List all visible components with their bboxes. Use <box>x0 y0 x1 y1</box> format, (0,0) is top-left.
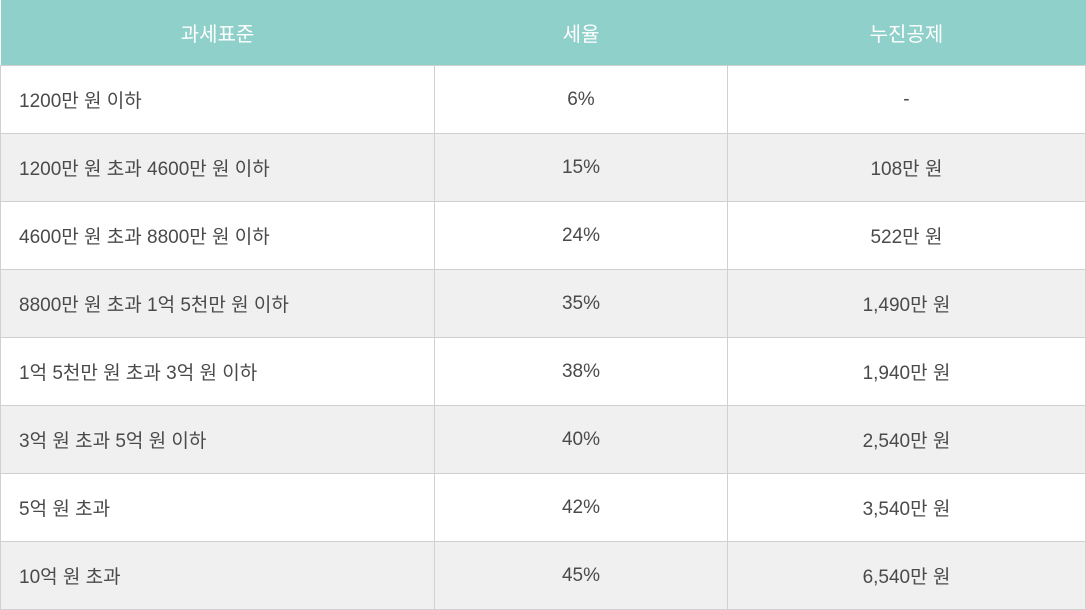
table-header-row: 과세표준 세율 누진공제 <box>1 0 1086 66</box>
table-row: 1200만 원 이하 6% - <box>1 66 1086 134</box>
cell-bracket: 4600만 원 초과 8800만 원 이하 <box>1 202 435 270</box>
tax-table-container: 과세표준 세율 누진공제 1200만 원 이하 6% - 1200만 원 초과 … <box>0 0 1086 610</box>
cell-deduction: 522만 원 <box>727 202 1085 270</box>
cell-rate: 40% <box>435 406 728 474</box>
cell-bracket: 3억 원 초과 5억 원 이하 <box>1 406 435 474</box>
cell-deduction: 108만 원 <box>727 134 1085 202</box>
table-row: 1억 5천만 원 초과 3억 원 이하 38% 1,940만 원 <box>1 338 1086 406</box>
table-row: 10억 원 초과 45% 6,540만 원 <box>1 542 1086 610</box>
cell-rate: 38% <box>435 338 728 406</box>
table-row: 8800만 원 초과 1억 5천만 원 이하 35% 1,490만 원 <box>1 270 1086 338</box>
cell-deduction: 1,940만 원 <box>727 338 1085 406</box>
cell-bracket: 5억 원 초과 <box>1 474 435 542</box>
header-rate: 세율 <box>435 0 728 66</box>
table-row: 3억 원 초과 5억 원 이하 40% 2,540만 원 <box>1 406 1086 474</box>
cell-deduction: - <box>727 66 1085 134</box>
cell-deduction: 1,490만 원 <box>727 270 1085 338</box>
table-row: 1200만 원 초과 4600만 원 이하 15% 108만 원 <box>1 134 1086 202</box>
table-row: 4600만 원 초과 8800만 원 이하 24% 522만 원 <box>1 202 1086 270</box>
cell-deduction: 6,540만 원 <box>727 542 1085 610</box>
cell-bracket: 1200만 원 초과 4600만 원 이하 <box>1 134 435 202</box>
cell-bracket: 1억 5천만 원 초과 3억 원 이하 <box>1 338 435 406</box>
cell-rate: 42% <box>435 474 728 542</box>
cell-rate: 35% <box>435 270 728 338</box>
cell-rate: 15% <box>435 134 728 202</box>
cell-bracket: 1200만 원 이하 <box>1 66 435 134</box>
cell-bracket: 8800만 원 초과 1억 5천만 원 이하 <box>1 270 435 338</box>
tax-rate-table: 과세표준 세율 누진공제 1200만 원 이하 6% - 1200만 원 초과 … <box>0 0 1086 610</box>
header-bracket: 과세표준 <box>1 0 435 66</box>
table-row: 5억 원 초과 42% 3,540만 원 <box>1 474 1086 542</box>
cell-bracket: 10억 원 초과 <box>1 542 435 610</box>
cell-deduction: 2,540만 원 <box>727 406 1085 474</box>
cell-rate: 6% <box>435 66 728 134</box>
cell-rate: 24% <box>435 202 728 270</box>
cell-deduction: 3,540만 원 <box>727 474 1085 542</box>
cell-rate: 45% <box>435 542 728 610</box>
header-deduction: 누진공제 <box>727 0 1085 66</box>
